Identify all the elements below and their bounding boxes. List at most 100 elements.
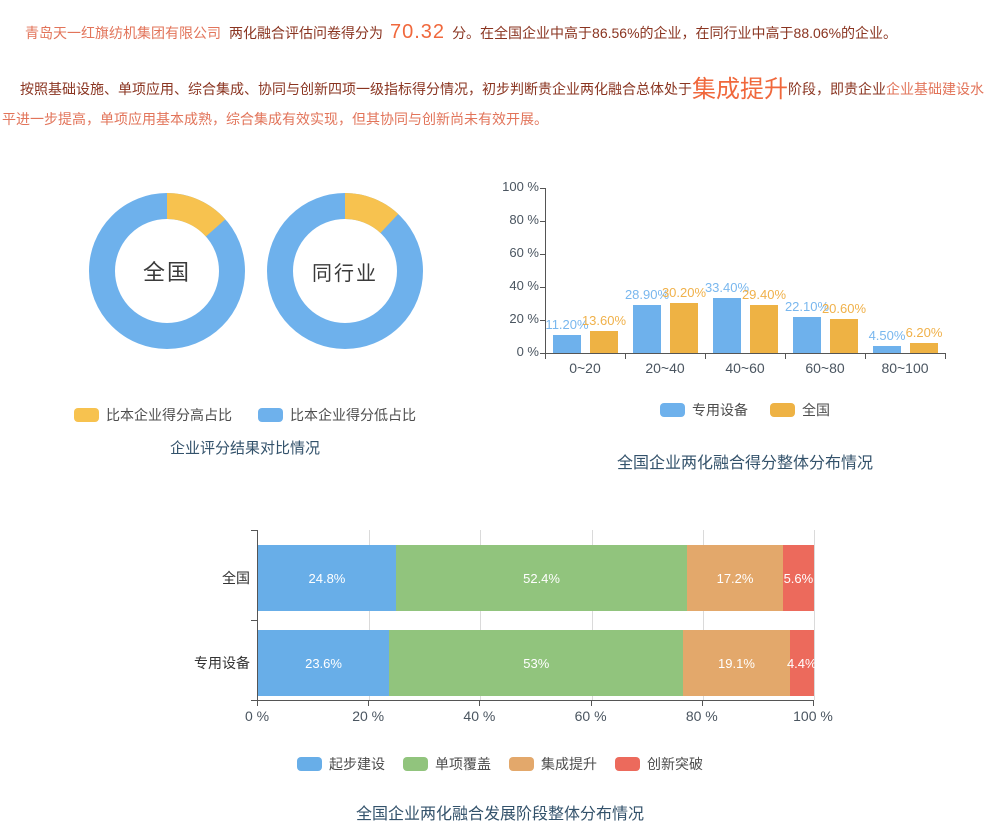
- segment-集成提升: 17.2%: [687, 545, 783, 611]
- y-axis-tick-label: 20 %: [509, 311, 539, 326]
- bar-value-label: 29.40%: [741, 286, 787, 302]
- bar-value-label: 30.20%: [661, 285, 707, 301]
- stage-name: 集成提升: [692, 76, 788, 103]
- category-label: 专用设备: [194, 655, 250, 671]
- bar-value-label: 4.50%: [868, 327, 906, 343]
- y-axis-tick-label: 80 %: [509, 212, 539, 227]
- score-value: 70.32: [390, 21, 446, 43]
- y-axis-tick-label: 40 %: [509, 278, 539, 293]
- segment-创新突破: 4.4%: [787, 630, 817, 696]
- gridline: [814, 530, 815, 700]
- score-prefix: 两化融合评估问卷得分为: [229, 25, 383, 41]
- x-axis-tick: [701, 701, 703, 706]
- donut-ring: [89, 193, 245, 349]
- bar-value-label: 13.60%: [581, 312, 627, 328]
- legend-swatch: [258, 408, 283, 422]
- x-axis-category-label: 40~60: [725, 360, 765, 376]
- legend-label: 比本企业得分高占比: [106, 407, 232, 423]
- score-suffix: 分。在全国企业中高于86.56%的企业，在同行业中高于88.06%的企业。: [452, 25, 898, 41]
- bar-专用设备-80~100: [873, 345, 901, 353]
- x-axis-tick-label: 80 %: [685, 708, 718, 724]
- bar-legend: 专用设备 全国: [495, 400, 995, 420]
- bar-专用设备-60~80: [793, 316, 821, 353]
- legend-item[interactable]: 专用设备: [660, 400, 748, 420]
- y-axis-tick-label: 100 %: [502, 179, 539, 194]
- analysis-paragraph: 按照基础设施、单项应用、综合集成、协同与创新四项一级指标得分情况，初步判断贵企业…: [2, 74, 993, 134]
- x-axis-tick: [368, 701, 370, 706]
- donut-industry-label: 同行业: [312, 262, 378, 285]
- y-axis-tick: [540, 221, 545, 222]
- x-axis-tick-label: 40 %: [463, 708, 496, 724]
- legend-swatch: [660, 403, 685, 417]
- company-name: 青岛天一红旗纺机集团有限公司: [25, 25, 221, 41]
- y-axis-tick: [540, 353, 545, 354]
- legend-swatch: [297, 757, 322, 771]
- x-axis-tick: [257, 701, 258, 706]
- bar-全国-0~20: [590, 330, 618, 353]
- segment-单项覆盖: 53%: [389, 630, 684, 696]
- summary-paragraph: 青岛天一红旗纺机集团有限公司 两化融合评估问卷得分为 70.32 分。在全国企业中高于…: [25, 20, 990, 45]
- x-axis-tick: [813, 701, 814, 706]
- stage-distribution-chart: 24.8% 52.4% 17.2% 5.6% 23.6% 53% 19.1% 4.4% 0 %…: [180, 510, 833, 829]
- bar-专用设备-0~20: [553, 334, 581, 353]
- x-axis-tick: [785, 354, 786, 359]
- legend-swatch: [509, 757, 534, 771]
- bar-value-label: 28.90%: [624, 287, 670, 303]
- legend-item[interactable]: 全国: [770, 400, 830, 420]
- donut-ring: [267, 193, 423, 349]
- donut-chart-title: 企业评分结果对比情况: [169, 440, 320, 457]
- legend-label: 创新突破: [647, 756, 703, 772]
- bar-全国-20~40: [670, 303, 698, 353]
- bar-全国-60~80: [830, 319, 858, 353]
- legend-swatch: [403, 757, 428, 771]
- stack-chart-title: 全国企业两化融合发展阶段整体分布情况: [355, 806, 644, 823]
- segment-起步建设: 23.6%: [258, 630, 390, 696]
- bar-value-label: 6.20%: [905, 324, 943, 340]
- x-axis-category-label: 60~80: [805, 360, 845, 376]
- legend-item[interactable]: 比本企业得分高占比: [74, 405, 232, 425]
- legend-item[interactable]: 单项覆盖: [403, 754, 491, 774]
- bar-value-label: 11.20%: [545, 316, 589, 332]
- y-axis-tick: [251, 530, 257, 531]
- legend-label: 全国: [802, 402, 830, 418]
- score-distribution-chart: 11.20% 13.60% 28.90% 30.20% 33.40% 29.40% 22.1…: [495, 160, 995, 480]
- y-axis-tick: [251, 700, 257, 701]
- y-axis-tick: [540, 188, 545, 189]
- x-axis-tick: [479, 701, 481, 706]
- legend-item[interactable]: 起步建设: [297, 754, 385, 774]
- legend-label: 起步建设: [329, 756, 385, 772]
- x-axis-tick-label: 60 %: [574, 708, 607, 724]
- x-axis-tick: [945, 354, 946, 359]
- gridline: [591, 530, 593, 700]
- legend-item[interactable]: 创新突破: [615, 754, 703, 774]
- bar-value-label: 20.60%: [821, 301, 867, 316]
- analysis-tail: 企业基础建设水平进一步提高，单项应用基本成熟，综合集成有效实现，但其协同与创新尚…: [2, 81, 984, 127]
- segment-集成提升: 19.1%: [683, 630, 790, 696]
- donut-national: 全国: [89, 193, 245, 349]
- category-label: 全国: [222, 570, 250, 586]
- x-axis-tick: [865, 354, 866, 359]
- bar-全国-80~100: [910, 342, 938, 353]
- donut-legend: 比本企业得分高占比 比本企业得分低占比: [0, 405, 490, 425]
- stack-row-专用设备: 23.6% 53% 19.1% 4.4%: [258, 630, 817, 696]
- bar-chart-title: 全国企业两化融合得分整体分布情况: [616, 455, 873, 472]
- segment-起步建设: 24.8%: [258, 545, 396, 611]
- legend-item[interactable]: 集成提升: [509, 754, 597, 774]
- donut-national-label: 全国: [142, 260, 191, 285]
- legend-label: 单项覆盖: [435, 756, 491, 772]
- x-axis-tick: [590, 701, 592, 706]
- bar-专用设备-20~40: [633, 305, 661, 353]
- segment-单项覆盖: 52.4%: [395, 545, 688, 611]
- donut-industry: 同行业: [267, 193, 423, 349]
- score-comparison-chart: 全国 同行业 比本企业得分高占比 比本企业得分低占比 企业评分结果对比情况: [0, 160, 490, 480]
- legend-swatch: [770, 403, 795, 417]
- segment-创新突破: 5.6%: [782, 545, 814, 611]
- y-axis-tick-label: 60 %: [509, 245, 539, 260]
- x-axis-tick: [705, 354, 706, 359]
- y-axis-tick: [540, 254, 545, 255]
- x-axis-tick-label: 0 %: [244, 708, 270, 724]
- analysis-lead: 按照基础设施、单项应用、综合集成、协同与创新四项一级指标得分情况，初步判断贵企业…: [20, 81, 692, 97]
- legend-item[interactable]: 比本企业得分低占比: [258, 405, 416, 425]
- y-axis-tick-label: 0 %: [516, 344, 539, 359]
